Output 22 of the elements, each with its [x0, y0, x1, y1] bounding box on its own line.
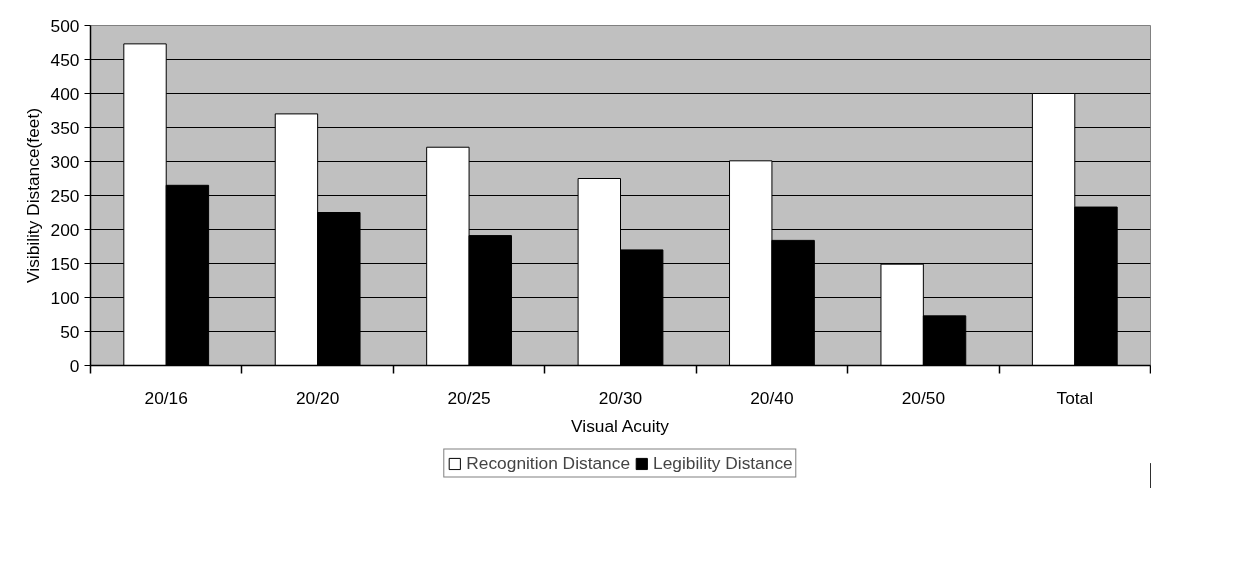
y-tick-label: 0: [69, 355, 80, 376]
x-axis-title: Visual Acuity: [571, 415, 670, 436]
y-tick-label: 450: [50, 49, 80, 70]
y-tick-label: 150: [50, 253, 80, 274]
x-tick-label: 20/40: [750, 387, 794, 408]
x-tick-label: Total: [1056, 387, 1094, 408]
y-tick-label: 500: [50, 15, 80, 36]
y-tick-label: 300: [50, 151, 80, 172]
x-tick-label: 20/16: [144, 387, 188, 408]
x-tick-label: 20/25: [447, 387, 491, 408]
y-tick-label: 50: [60, 321, 80, 342]
y-tick-label: 100: [50, 287, 80, 308]
legend-label: Recognition Distance: [466, 452, 631, 474]
y-tick-label: 250: [50, 185, 80, 206]
x-tick-label: 20/30: [598, 387, 643, 408]
x-tick-label: 20/50: [901, 387, 946, 408]
y-axis-title: Visibility Distance(feet): [22, 108, 43, 283]
y-tick-label: 200: [50, 219, 80, 240]
x-tick-label: 20/20: [295, 387, 340, 408]
y-tick-label: 350: [50, 117, 80, 138]
legend-label: Legibility Distance: [653, 452, 793, 474]
y-tick-label: 400: [50, 83, 80, 104]
